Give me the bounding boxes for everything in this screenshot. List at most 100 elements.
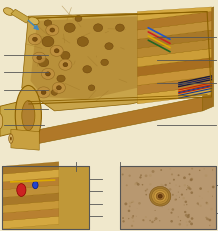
Ellipse shape (208, 191, 209, 192)
Ellipse shape (131, 202, 133, 203)
Ellipse shape (50, 45, 63, 56)
Ellipse shape (204, 168, 205, 169)
Ellipse shape (188, 220, 191, 223)
Ellipse shape (168, 209, 169, 210)
Polygon shape (11, 129, 39, 150)
Ellipse shape (191, 168, 193, 170)
Ellipse shape (132, 215, 134, 217)
Polygon shape (2, 208, 59, 221)
Ellipse shape (178, 174, 180, 176)
Ellipse shape (155, 217, 157, 220)
Ellipse shape (38, 58, 49, 67)
Ellipse shape (172, 194, 174, 196)
Ellipse shape (199, 187, 202, 190)
Ellipse shape (175, 185, 177, 186)
Ellipse shape (128, 218, 129, 219)
Ellipse shape (160, 184, 163, 186)
Ellipse shape (186, 189, 187, 190)
Ellipse shape (159, 220, 160, 221)
Ellipse shape (206, 218, 209, 220)
Polygon shape (2, 201, 59, 213)
Ellipse shape (122, 220, 125, 222)
Ellipse shape (41, 68, 54, 79)
Ellipse shape (33, 52, 46, 63)
Ellipse shape (136, 216, 137, 217)
Ellipse shape (145, 174, 147, 177)
Ellipse shape (178, 191, 179, 193)
Ellipse shape (190, 179, 192, 181)
Ellipse shape (126, 184, 128, 186)
Ellipse shape (33, 181, 38, 189)
Ellipse shape (129, 202, 132, 204)
Ellipse shape (205, 217, 207, 219)
Ellipse shape (174, 199, 177, 201)
Ellipse shape (170, 220, 173, 222)
Ellipse shape (146, 188, 148, 190)
Ellipse shape (151, 221, 154, 223)
Ellipse shape (137, 183, 140, 186)
Ellipse shape (131, 201, 134, 203)
Polygon shape (2, 162, 59, 174)
Ellipse shape (56, 86, 61, 90)
Ellipse shape (169, 182, 171, 184)
Ellipse shape (191, 217, 193, 220)
Ellipse shape (37, 56, 42, 60)
Polygon shape (31, 16, 142, 99)
Polygon shape (137, 21, 211, 39)
Polygon shape (137, 85, 211, 104)
Ellipse shape (15, 85, 41, 146)
Ellipse shape (186, 221, 187, 223)
Ellipse shape (187, 185, 188, 186)
Ellipse shape (198, 204, 199, 205)
Polygon shape (137, 49, 211, 67)
Ellipse shape (128, 210, 130, 212)
Ellipse shape (46, 72, 50, 76)
Polygon shape (11, 9, 31, 23)
Ellipse shape (145, 190, 147, 191)
Ellipse shape (186, 204, 187, 205)
Ellipse shape (129, 175, 131, 177)
Ellipse shape (205, 174, 208, 177)
Ellipse shape (188, 173, 191, 175)
Polygon shape (137, 39, 211, 58)
Ellipse shape (54, 49, 59, 53)
Ellipse shape (184, 184, 186, 186)
Ellipse shape (137, 208, 138, 209)
Ellipse shape (187, 214, 190, 216)
Ellipse shape (184, 204, 185, 205)
Ellipse shape (61, 52, 70, 59)
Ellipse shape (171, 173, 173, 175)
Ellipse shape (42, 36, 54, 47)
Ellipse shape (149, 183, 152, 185)
Ellipse shape (212, 186, 215, 188)
Ellipse shape (184, 201, 187, 203)
Ellipse shape (155, 210, 156, 211)
Ellipse shape (181, 194, 183, 196)
FancyBboxPatch shape (120, 166, 216, 229)
Ellipse shape (116, 24, 124, 31)
Polygon shape (2, 177, 59, 190)
Ellipse shape (169, 188, 171, 191)
Ellipse shape (190, 222, 193, 225)
Ellipse shape (189, 188, 192, 190)
Ellipse shape (3, 8, 14, 15)
Ellipse shape (75, 15, 82, 21)
Ellipse shape (46, 24, 59, 36)
Ellipse shape (182, 197, 185, 199)
Ellipse shape (64, 23, 75, 32)
Ellipse shape (0, 114, 3, 129)
Ellipse shape (179, 197, 180, 198)
Polygon shape (137, 7, 211, 21)
FancyBboxPatch shape (2, 166, 89, 229)
Ellipse shape (160, 169, 162, 171)
Polygon shape (203, 7, 214, 111)
Ellipse shape (190, 178, 193, 180)
Polygon shape (137, 12, 211, 30)
Ellipse shape (145, 194, 147, 195)
Polygon shape (0, 99, 28, 136)
Ellipse shape (199, 196, 200, 197)
Polygon shape (2, 216, 59, 229)
Ellipse shape (9, 134, 13, 143)
Ellipse shape (168, 199, 170, 201)
Ellipse shape (142, 184, 143, 185)
